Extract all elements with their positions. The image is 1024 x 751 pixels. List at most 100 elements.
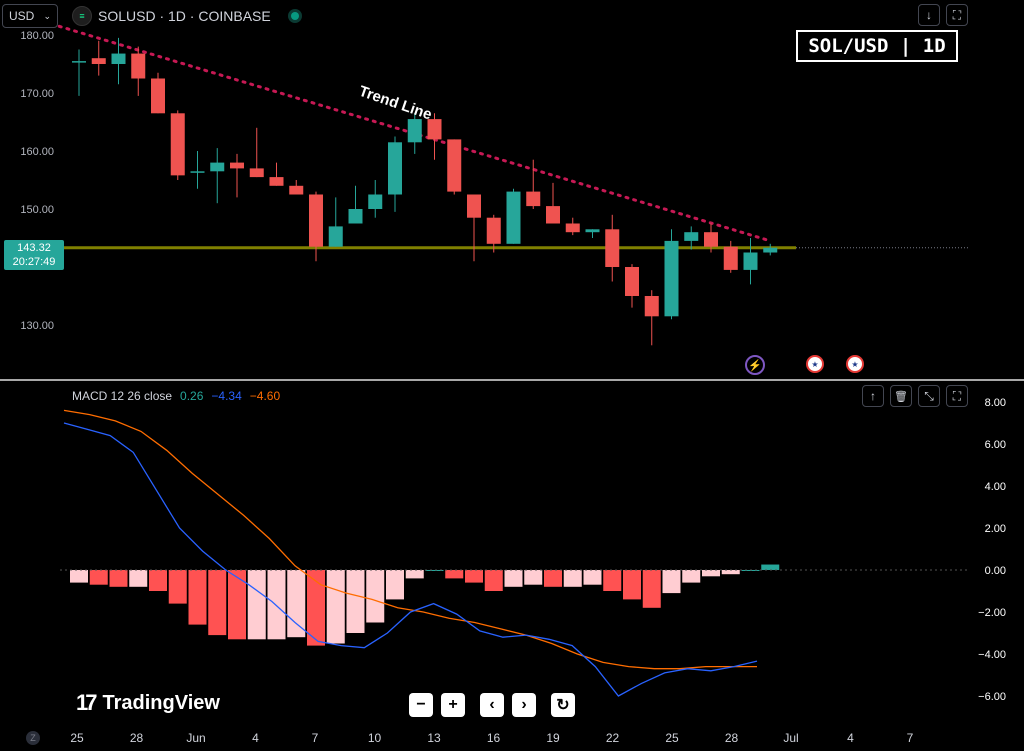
histogram-bar xyxy=(267,570,286,640)
signal-line xyxy=(63,409,757,670)
currency-select[interactable]: USD ⌄ xyxy=(2,4,58,28)
histogram-bar xyxy=(346,570,365,633)
macd-tick-label: −6.00 xyxy=(978,691,1006,703)
candle-body xyxy=(131,53,146,79)
candle-body xyxy=(585,229,600,233)
time-tick-label: Jun xyxy=(186,731,205,745)
candle-body xyxy=(644,296,659,317)
histogram-bar xyxy=(70,570,88,583)
macd-legend-hist: 0.26 xyxy=(180,389,204,403)
histogram-bar xyxy=(228,570,246,640)
candle-body xyxy=(605,229,620,267)
macd-tick-label: 4.00 xyxy=(985,481,1006,493)
price-axis: 130.00 150.00 160.00 170.00 180.00 xyxy=(20,30,54,332)
histogram-bar xyxy=(623,570,641,600)
price-tick-label: 170.00 xyxy=(20,88,54,100)
candle-body xyxy=(723,246,738,270)
candle-body xyxy=(388,142,402,195)
candle-body xyxy=(289,185,304,195)
chevron-left-icon: ‹ xyxy=(489,696,495,713)
time-axis: 25 28 Jun 4 7 10 13 16 19 22 25 28 Jul 4 7 xyxy=(70,731,913,745)
histogram-bar xyxy=(366,570,385,623)
histogram-bar xyxy=(524,570,543,585)
macd-legend-macd: −4.34 xyxy=(211,389,242,403)
last-price-tag: 143.32 20:27:49 xyxy=(4,240,64,270)
histogram-bar xyxy=(386,570,404,600)
collapse-pane-button[interactable]: ↓ xyxy=(918,4,940,26)
collapse-icon: ⤡ xyxy=(924,388,934,403)
lightning-icon[interactable]: ⚡ xyxy=(745,355,765,375)
candle-body xyxy=(506,191,521,244)
candle-body xyxy=(368,194,383,209)
candle-body xyxy=(309,194,323,247)
histogram-bar xyxy=(662,570,681,594)
candle-body xyxy=(348,209,363,224)
price-tick-label: 160.00 xyxy=(20,146,54,158)
candle-body xyxy=(565,223,580,233)
arrow-up-icon: ↑ xyxy=(870,389,876,403)
histogram-bar xyxy=(583,570,602,585)
chevron-down-icon: ⌄ xyxy=(43,10,51,21)
macd-tick-label: 2.00 xyxy=(985,523,1006,535)
candle-body xyxy=(526,191,541,207)
histogram-bar xyxy=(247,570,266,640)
candle-body xyxy=(684,232,699,241)
candle-body xyxy=(210,162,225,172)
collapse-indicator-button[interactable]: ⤡ xyxy=(918,385,940,407)
time-tick-label: 16 xyxy=(487,731,501,745)
histogram-bar xyxy=(445,570,464,579)
time-tick-label: 19 xyxy=(546,731,560,745)
candle-body xyxy=(111,53,126,64)
candle-body xyxy=(467,194,481,218)
macd-tick-label: −2.00 xyxy=(978,607,1006,619)
time-tick-label: 25 xyxy=(70,731,84,745)
market-status-dot xyxy=(290,12,299,20)
zoom-in-button[interactable]: + xyxy=(441,693,465,717)
time-tick-label: 13 xyxy=(427,731,441,745)
trend-line-label: Trend Line xyxy=(357,83,434,124)
scroll-left-button[interactable]: ‹ xyxy=(480,693,504,717)
maximize-icon: ⛶ xyxy=(952,7,962,22)
histogram-bar xyxy=(642,570,661,608)
candle-body xyxy=(704,232,718,247)
symbol-info[interactable]: ≡ SOLUSD · 1D · COINBASE xyxy=(72,6,299,26)
time-tick-label: 10 xyxy=(368,731,382,745)
candle-body xyxy=(743,252,758,270)
maximize-indicator-button[interactable]: ⛶ xyxy=(946,385,968,407)
time-tick-label: 25 xyxy=(665,731,679,745)
timezone-button[interactable]: Z xyxy=(26,731,40,745)
candle-body xyxy=(190,171,205,173)
us-flag-event-icon[interactable]: ★ xyxy=(846,355,864,373)
symbol-line: SOLUSD · 1D · COINBASE xyxy=(98,8,271,24)
maximize-icon: ⛶ xyxy=(952,388,962,403)
histogram-bar xyxy=(603,570,622,591)
candle-body xyxy=(249,168,264,178)
time-tick-label: 4 xyxy=(847,731,854,745)
us-flag-event-icon[interactable]: ★ xyxy=(806,355,824,373)
zoom-out-button[interactable]: − xyxy=(409,693,433,717)
time-tick-label: 28 xyxy=(725,731,739,745)
histogram-bar xyxy=(484,570,503,591)
histogram-bar xyxy=(188,570,207,625)
move-up-button[interactable]: ↑ xyxy=(862,385,884,407)
histogram-bar xyxy=(405,570,424,579)
macd-legend[interactable]: MACD 12 26 close 0.26 −4.34 −4.60 xyxy=(72,389,280,403)
histogram-bar xyxy=(109,570,128,587)
candle-body xyxy=(407,119,422,143)
candle-body xyxy=(546,206,560,224)
scroll-right-button[interactable]: › xyxy=(512,693,536,717)
delete-pane-button[interactable]: 🗑 xyxy=(890,385,912,407)
time-tick-label: 7 xyxy=(907,731,914,745)
price-tick-label: 150.00 xyxy=(20,204,54,216)
candle-body xyxy=(269,177,284,186)
minus-icon: − xyxy=(416,696,426,713)
bar-countdown: 20:27:49 xyxy=(12,256,56,268)
histogram-bar xyxy=(504,570,523,587)
maximize-pane-button[interactable]: ⛶ xyxy=(946,4,968,26)
candle-body xyxy=(230,162,244,169)
candle-body xyxy=(427,119,442,140)
macd-legend-signal: −4.60 xyxy=(249,389,281,403)
macd-legend-name: MACD 12 26 close xyxy=(72,389,173,403)
reset-chart-button[interactable]: ↻ xyxy=(551,693,575,717)
